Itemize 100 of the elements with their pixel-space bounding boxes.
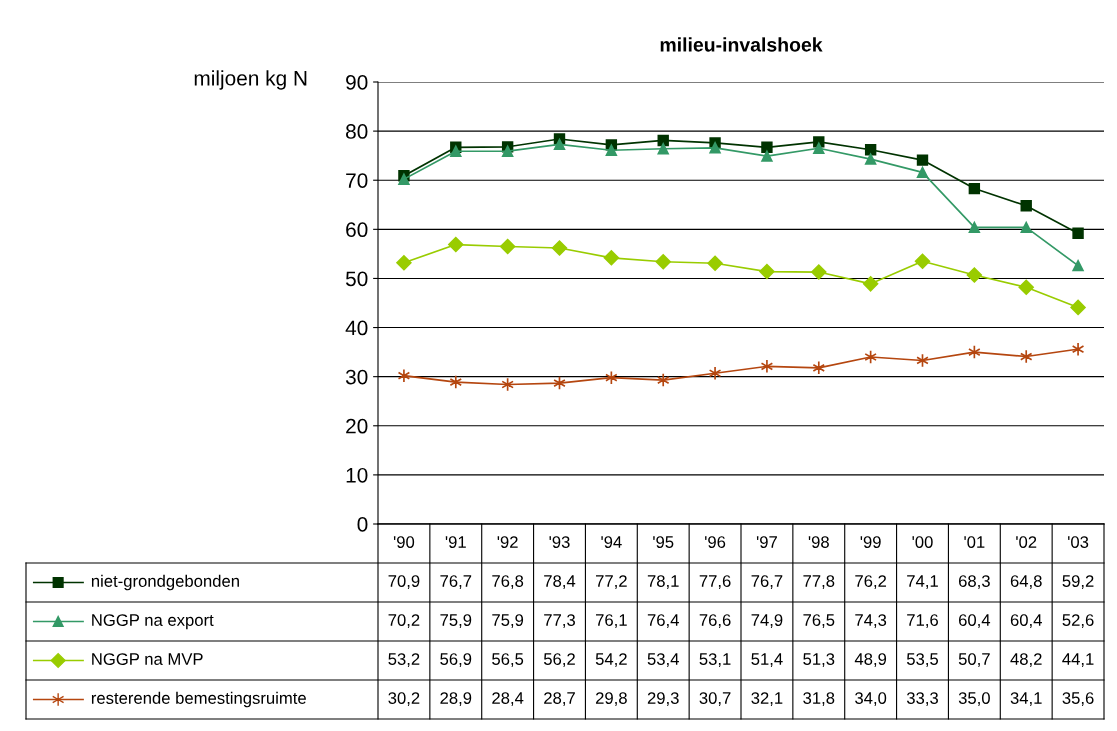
data-label: 32,1: [751, 692, 783, 706]
x-tick-label: '97: [756, 536, 777, 548]
data-label: 60,4: [958, 614, 991, 628]
data-label: 28,9: [440, 692, 472, 706]
data-label: 74,9: [751, 614, 783, 628]
y-tick-label: 10: [346, 467, 368, 483]
x-tick-label: '02: [1016, 536, 1037, 548]
data-label: 78,1: [647, 575, 679, 589]
legend-label: NGGP na MVP: [92, 653, 203, 665]
point: [761, 141, 773, 154]
data-label: 76,1: [595, 614, 627, 628]
data-label: 60,4: [1010, 614, 1042, 628]
data-label: 51,4: [751, 653, 783, 667]
x-tick-label: '98: [808, 536, 829, 548]
point: [501, 145, 514, 157]
y-tick-label: 90: [346, 75, 368, 90]
data-label: 76,5: [803, 614, 835, 628]
legend-label: resterende bemestingsruimte: [91, 691, 306, 708]
point: [1020, 200, 1032, 212]
data-label: 76,8: [492, 575, 524, 589]
point: [707, 255, 723, 271]
data-label: 33,3: [906, 692, 938, 706]
data-label: 76,6: [699, 614, 731, 628]
data-label: 78,4: [544, 575, 576, 589]
data-label: 76,4: [647, 614, 679, 628]
point: [709, 142, 721, 154]
data-label: 44,1: [1062, 653, 1094, 667]
point: [812, 360, 826, 375]
point: [864, 144, 877, 156]
data-label: 56,2: [543, 653, 575, 667]
point: [914, 253, 931, 269]
data-label: 35,0: [958, 692, 990, 706]
x-tick-label: '93: [549, 536, 570, 548]
data-label: 74,1: [907, 575, 938, 589]
x-tick-label: '00: [912, 536, 933, 548]
point: [1020, 221, 1032, 234]
legend-label: niet-grondgebonden: [91, 574, 239, 591]
data-label: 56,5: [492, 653, 524, 667]
data-label: 75,9: [440, 614, 472, 628]
y-tick-label: 80: [346, 124, 368, 139]
point: [1072, 259, 1084, 272]
point: [1018, 279, 1034, 295]
data-label: 30,7: [699, 692, 731, 706]
point: [450, 145, 462, 157]
point: [966, 267, 983, 283]
data-label: 53,2: [388, 653, 420, 667]
data-label: 77,8: [803, 575, 835, 589]
x-tick-label: '95: [653, 536, 674, 548]
data-label: 75,9: [492, 614, 524, 628]
point: [916, 166, 929, 179]
data-label: 31,8: [803, 692, 835, 706]
point: [655, 254, 671, 270]
x-tick-label: '91: [445, 536, 466, 548]
data-label: 74,3: [855, 614, 887, 628]
point: [1070, 299, 1086, 316]
point: [811, 264, 827, 280]
data-label: 77,6: [699, 575, 731, 589]
point: [1072, 227, 1084, 239]
point: [397, 368, 411, 383]
point: [864, 153, 877, 165]
data-label: 28,7: [544, 692, 575, 706]
point: [916, 154, 929, 166]
data-label: 52,6: [1062, 614, 1094, 628]
point: [448, 236, 464, 253]
point: [761, 150, 773, 162]
data-label: 77,2: [595, 575, 627, 589]
data-label: 48,9: [854, 653, 887, 667]
point: [760, 359, 774, 374]
data-label: 59,2: [1062, 575, 1094, 589]
x-tick-label: '90: [393, 536, 415, 548]
data-label: 70,9: [388, 575, 420, 589]
y-tick-label: 20: [346, 418, 368, 434]
point: [813, 142, 825, 154]
y-tick-label: 70: [346, 173, 368, 188]
chart-title: milieu-invalshoek: [660, 37, 823, 52]
data-label: 29,3: [647, 692, 679, 706]
data-label: 30,2: [388, 692, 420, 706]
data-label: 28,4: [492, 692, 524, 706]
point: [1071, 342, 1085, 357]
data-label: 34,1: [1010, 692, 1042, 706]
point: [551, 240, 568, 256]
data-label: 48,2: [1010, 653, 1042, 667]
legend-label: NGGP na export: [92, 614, 214, 630]
data-label: 29,8: [595, 692, 627, 706]
y-tick-label: 30: [345, 369, 368, 385]
data-label: 76,7: [751, 575, 783, 589]
data-label: 50,7: [958, 653, 990, 667]
data-label: 53,1: [699, 653, 731, 667]
data-label: 53,5: [906, 653, 939, 667]
x-tick-label: '03: [1068, 536, 1089, 548]
data-label: 76,7: [440, 575, 472, 589]
data-label: 68,3: [958, 575, 990, 589]
data-label: 70,2: [388, 614, 420, 628]
point: [657, 143, 669, 155]
point: [1019, 349, 1033, 364]
point: [605, 144, 618, 156]
data-label: 77,3: [544, 614, 575, 628]
point: [603, 250, 620, 266]
point: [656, 373, 670, 388]
x-tick-label: '01: [964, 536, 985, 548]
